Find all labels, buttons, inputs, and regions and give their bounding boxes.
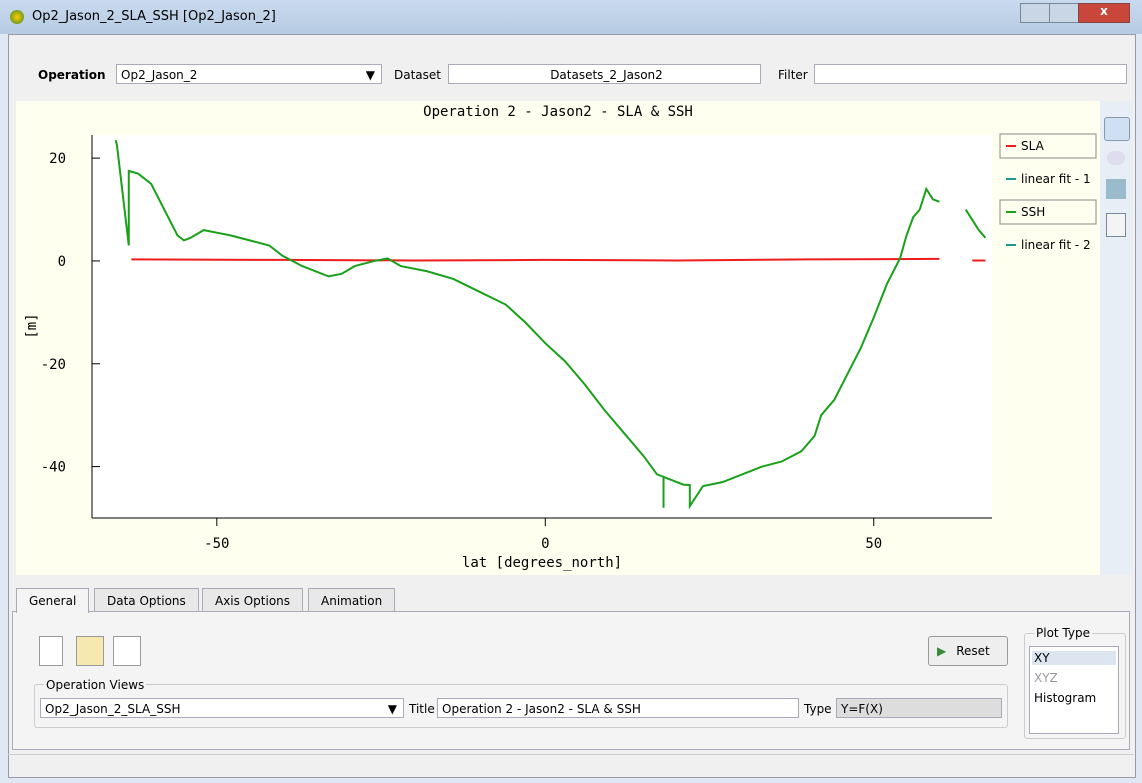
plot-type-option[interactable]: Histogram <box>1032 691 1116 705</box>
side-toolbar <box>1100 101 1132 575</box>
dropdown-arrow: ▼ <box>388 699 397 719</box>
title-field[interactable]: Operation 2 - Jason2 - SLA & SSH <box>437 698 799 718</box>
chart-title: Operation 2 - Jason2 - SLA & SSH <box>423 104 693 120</box>
eye-button[interactable] <box>1104 117 1130 141</box>
legend-label: SSH <box>1021 205 1045 219</box>
tab[interactable]: Data Options <box>94 588 199 612</box>
series-line <box>131 259 985 261</box>
operation-views-value: Op2_Jason_2_SLA_SSH <box>45 702 180 716</box>
tab[interactable]: Animation <box>308 588 395 612</box>
chart: Operation 2 - Jason2 - SLA & SSH [m] lat… <box>16 101 1100 575</box>
tab-panel <box>12 611 1130 750</box>
x-tick-label: -50 <box>204 536 229 552</box>
status-bar <box>8 754 1134 777</box>
y-tick-label: -20 <box>41 357 66 373</box>
reset-label: Reset <box>956 644 990 658</box>
dataset-label: Dataset <box>394 68 441 82</box>
close-button[interactable]: x <box>1078 3 1130 23</box>
legend-label: SLA <box>1021 139 1045 153</box>
window: Op2_Jason_2_SLA_SSH [Op2_Jason_2] x Oper… <box>0 0 1142 783</box>
y-tick-label: -40 <box>41 460 66 476</box>
plot-type-label: Plot Type <box>1034 626 1092 640</box>
toolbar: Operation Op2_Jason_2 ▼ Dataset Datasets_… <box>12 60 1132 96</box>
operation-views-label: Operation Views <box>44 678 146 692</box>
y-axis-label: [m] <box>24 313 40 338</box>
plot-type-list: XY XYZ Histogram <box>1029 646 1119 734</box>
tab[interactable]: Axis Options <box>202 588 303 612</box>
y-tick-label: 20 <box>49 151 66 167</box>
tab[interactable]: General <box>16 588 89 613</box>
app-icon <box>10 10 24 24</box>
filter-field[interactable] <box>814 64 1127 84</box>
maximize-button[interactable] <box>1049 3 1079 23</box>
operation-value: Op2_Jason_2 <box>121 68 197 82</box>
eye-small-button[interactable] <box>1107 151 1125 165</box>
page: Op2_Jason_2_SLA_SSH [Op2_Jason_2] x Oper… <box>0 0 1142 783</box>
title-value: Operation 2 - Jason2 - SLA & SSH <box>442 702 641 716</box>
window-title: Op2_Jason_2_SLA_SSH [Op2_Jason_2] <box>32 9 276 24</box>
dropdown-arrow: ▼ <box>366 65 375 85</box>
new-view-button[interactable] <box>39 636 63 666</box>
type-label: Type <box>804 702 832 716</box>
x-tick-label: 0 <box>541 536 549 552</box>
operation-select[interactable]: Op2_Jason_2 ▼ <box>116 64 382 84</box>
title-label: Title <box>409 702 435 716</box>
legend-label: linear fit - 2 <box>1021 238 1091 252</box>
export-button[interactable] <box>1106 213 1126 237</box>
y-tick-label: 0 <box>58 254 66 270</box>
operation-views-select[interactable]: Op2_Jason_2_SLA_SSH ▼ <box>40 698 404 718</box>
x-tick-label: 50 <box>865 536 882 552</box>
zoom-button[interactable] <box>1106 179 1126 199</box>
legend-label: linear fit - 1 <box>1021 172 1091 186</box>
plot-type-option[interactable]: XY <box>1032 651 1116 665</box>
minimize-button[interactable] <box>1020 3 1050 23</box>
x-axis-label: lat [degrees_north] <box>462 555 622 571</box>
edit-view-button[interactable] <box>76 636 104 666</box>
operation-label: Operation <box>38 68 106 82</box>
delete-view-button[interactable] <box>113 636 141 666</box>
filter-label: Filter <box>778 68 808 82</box>
plot-area <box>92 135 992 518</box>
type-field: Y=F(X) <box>836 698 1002 718</box>
dataset-value: Datasets_2_Jason2 <box>550 68 663 82</box>
play-icon: ▶ <box>937 644 946 658</box>
reset-button[interactable]: ▶ Reset <box>928 636 1008 666</box>
type-value: Y=F(X) <box>841 702 883 716</box>
dataset-field[interactable]: Datasets_2_Jason2 <box>448 64 761 84</box>
plot-type-option[interactable]: XYZ <box>1032 671 1116 685</box>
